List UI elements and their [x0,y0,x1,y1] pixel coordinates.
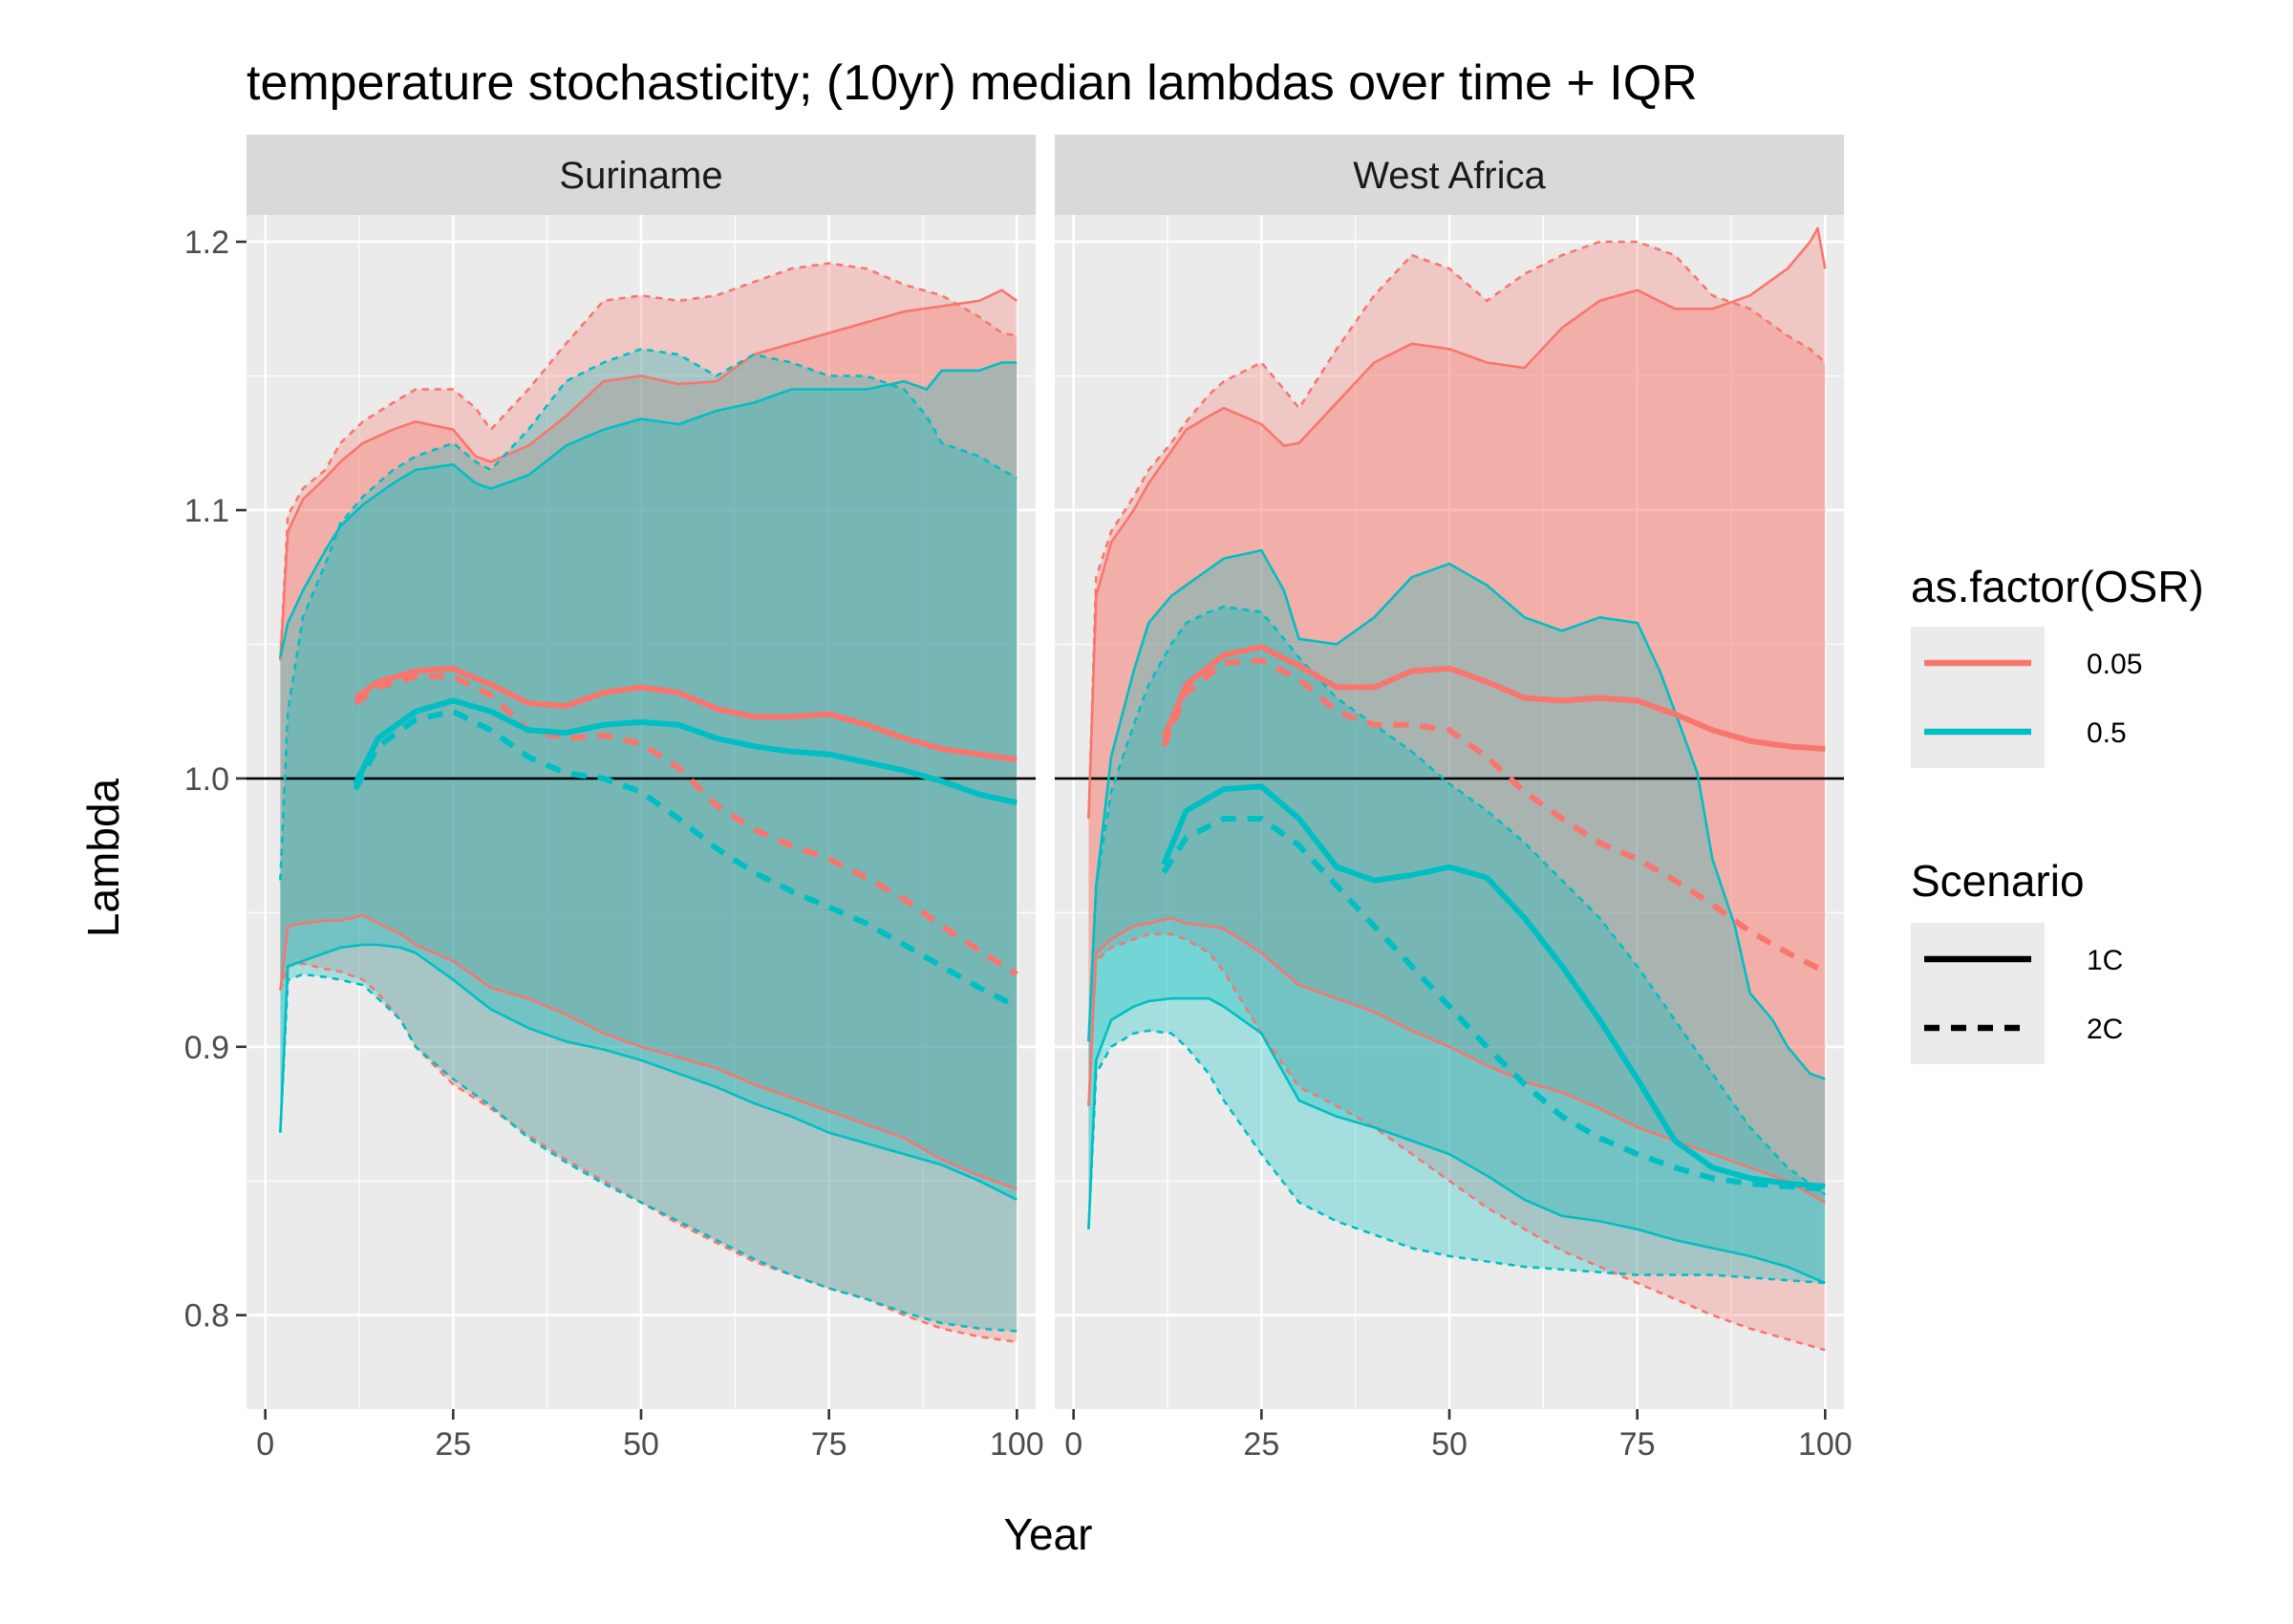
series-line-osr-0.5-1C-median [1161,783,1826,1189]
chart-title: temperature stochasticity; (10yr) median… [246,55,1698,111]
iqr-ribbon-osr-0.5-2C [1088,607,1826,1283]
series-line-osr-0.5-1C-lower [279,943,1018,1202]
series-line-osr-0.05-1C-median [1161,644,1826,752]
y-axis-title: Lambda [78,778,128,937]
panel-west-africa: West Africa 0 25 50 75 100 [1055,135,1853,1463]
x-axis-title: Year [1004,1509,1093,1559]
series-line-osr-0.5-1C-upper [279,361,1018,658]
iqr-ribbon-osr-0.5-1C [1088,550,1826,1283]
series-line-osr-0.05-2C-upper [279,262,1018,661]
x-tick-label: 50 [1431,1426,1468,1463]
series-line-osr-0.05-1C-upper [279,288,1018,661]
legend-title: as.factor(OSR) [1911,562,2204,611]
x-tick-label: 100 [1798,1426,1853,1463]
series-line-osr-0.5-1C-median [353,697,1018,806]
series-line-osr-0.5-1C-lower [1087,996,1826,1285]
x-tick-label: 50 [623,1426,659,1463]
legend-key-background [1911,627,2045,768]
iqr-ribbon-osr-0.05-2C [280,263,1018,1342]
x-tick-label: 0 [1064,1426,1082,1463]
series-lines [1087,226,1827,1352]
legend-label: 0.05 [2087,649,2142,680]
panel-suriname: Suriname 0 25 50 75 100 0.8 0.9 1.0 1.1 1.2 [184,135,1044,1463]
legend-label: 2C [2087,1014,2123,1045]
y-tick-label: 1.0 [184,761,229,798]
series-line-osr-0.5-1C-upper [1087,548,1826,1080]
legend-label: 1C [2087,945,2123,976]
series-line-osr-0.5-2C-lower [1087,1029,1826,1285]
series-line-osr-0.05-2C-median [1161,657,1827,974]
series-line-osr-0.05-1C-upper [1087,226,1827,820]
x-tick-label: 25 [1243,1426,1279,1463]
x-tick-label: 25 [435,1426,471,1463]
iqr-ribbon-osr-0.5-1C [280,362,1018,1200]
series-line-osr-0.5-2C-median [353,708,1018,1010]
series-line-osr-0.05-1C-median [354,665,1018,763]
x-tick-label: 0 [256,1426,274,1463]
iqr-ribbon-osr-0.05-2C [1088,242,1826,1351]
legend-key-background [1911,923,2045,1064]
y-tick-label: 1.1 [184,493,229,529]
series-line-osr-0.05-2C-median [354,673,1018,977]
x-tick-label: 75 [1619,1426,1656,1463]
strip-label-west-africa: West Africa [1353,155,1546,197]
ribbons [280,263,1018,1342]
x-tick-label: 75 [811,1426,847,1463]
x-tick-label: 100 [990,1426,1044,1463]
legend: as.factor(OSR) 0.05 0.5 Scenario 1C 2C [1911,562,2204,1064]
y-tick-label: 1.2 [184,224,229,261]
strip-suriname [246,135,1036,215]
series-line-osr-0.5-2C-median [1161,816,1826,1192]
y-tick-label: 0.8 [184,1298,229,1335]
series-line-osr-0.05-2C-upper [1087,240,1827,820]
iqr-ribbon-osr-0.05-1C [1088,228,1826,1203]
panels-layer: Suriname 0 25 50 75 100 0.8 0.9 1.0 1.1 1.2 West Af… [184,135,1853,1463]
strip-label-suriname: Suriname [559,155,722,197]
strip-west-africa [1055,135,1844,215]
series-line-osr-0.5-2C-lower [279,972,1018,1333]
series-line-osr-0.05-2C-lower [1087,932,1826,1352]
series-line-osr-0.5-2C-upper [279,348,1018,881]
iqr-ribbon-osr-0.05-1C [280,289,1018,1189]
y-tick-label: 0.9 [184,1030,229,1066]
series-lines [279,262,1018,1344]
legend-label: 0.5 [2087,717,2127,749]
legend-osr: as.factor(OSR) 0.05 0.5 [1911,562,2204,768]
series-line-osr-0.05-1C-lower [279,913,1018,1190]
legend-scenario: Scenario 1C 2C [1911,856,2123,1064]
ribbons [1088,228,1826,1351]
legend-title: Scenario [1911,856,2085,906]
